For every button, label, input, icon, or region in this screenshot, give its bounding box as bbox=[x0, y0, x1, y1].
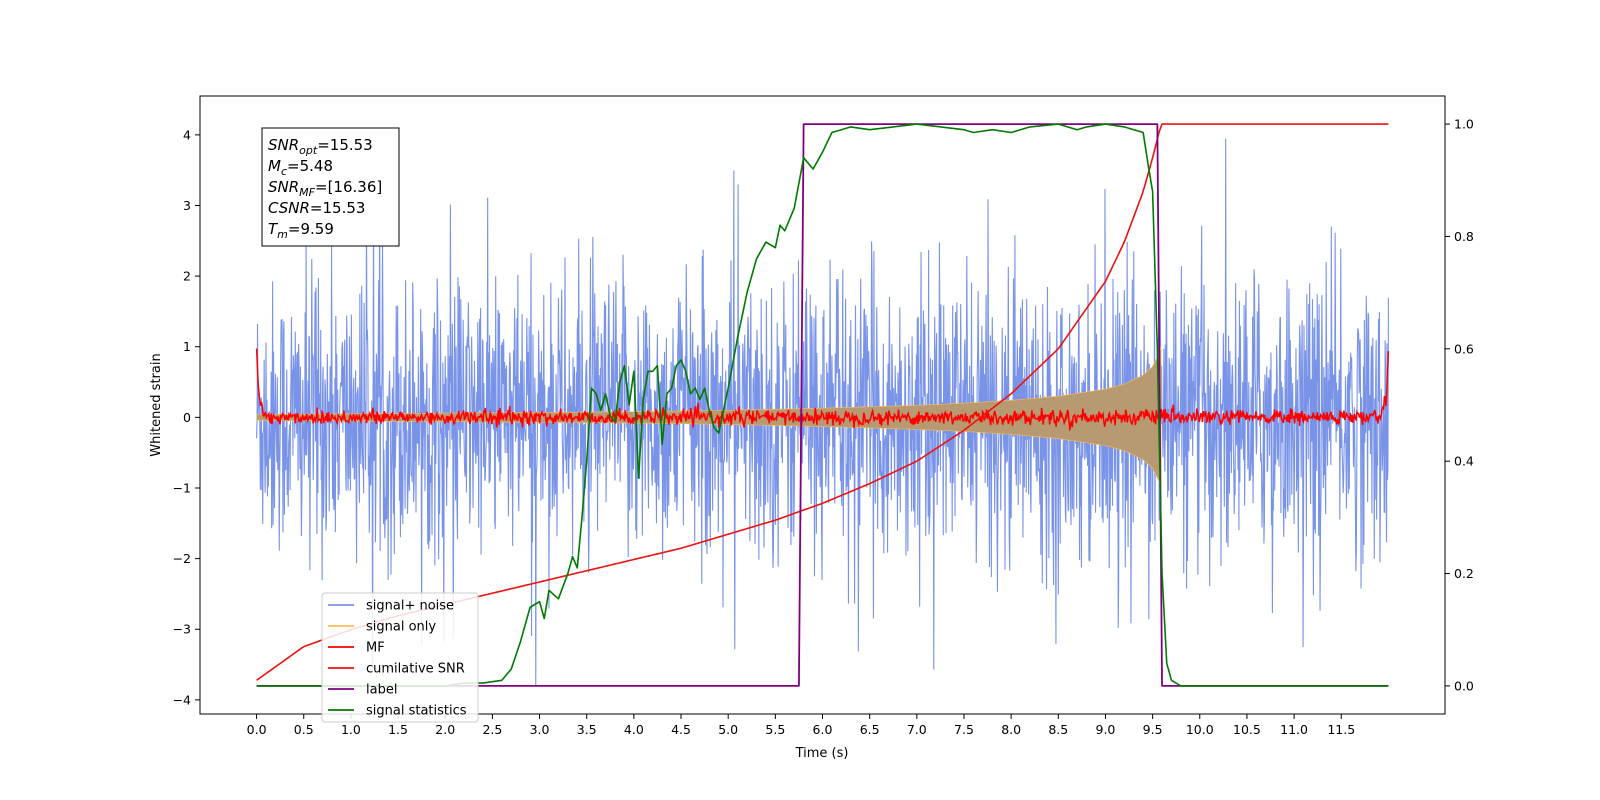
info-box-line: Tm=9.59 bbox=[268, 220, 334, 241]
info-box-line: SNRopt=15.53 bbox=[268, 136, 373, 157]
info-box-line: CSNR=15.53 bbox=[268, 199, 365, 217]
legend-label: label bbox=[366, 683, 397, 698]
legend-label: signal statistics bbox=[366, 704, 467, 719]
x-tick-label: 7.0 bbox=[907, 722, 927, 737]
info-box-line: SNRMF=[16.36] bbox=[268, 178, 382, 199]
legend-label: cumilative SNR bbox=[366, 662, 465, 677]
legend-frame bbox=[321, 592, 479, 723]
x-tick-label: 11.0 bbox=[1280, 722, 1308, 737]
x-tick-label: 0.5 bbox=[294, 722, 314, 737]
y-tick-label: −4 bbox=[173, 692, 191, 707]
x-tick-label: 6.0 bbox=[813, 722, 833, 737]
x-tick-label: 5.5 bbox=[765, 722, 785, 737]
y-right-tick-label: 0.8 bbox=[1454, 229, 1474, 244]
y-tick-label: 4 bbox=[183, 127, 191, 142]
series-signal-noise bbox=[256, 138, 1389, 686]
y-tick-label: −2 bbox=[173, 551, 191, 566]
y-tick-label: −3 bbox=[173, 622, 191, 637]
y-right-tick-label: 0.2 bbox=[1454, 566, 1474, 581]
y-tick-label: −1 bbox=[173, 480, 191, 495]
x-tick-label: 10.0 bbox=[1186, 722, 1214, 737]
info-box-frame bbox=[261, 127, 400, 247]
y-right-tick-label: 0.6 bbox=[1454, 341, 1474, 356]
legend-label: signal+ noise bbox=[366, 599, 454, 614]
x-tick-label: 4.0 bbox=[624, 722, 644, 737]
x-tick-label: 5.0 bbox=[718, 722, 738, 737]
x-axis-label: Time (s) bbox=[795, 746, 849, 761]
y-tick-label: 1 bbox=[183, 339, 191, 354]
x-tick-label: 1.0 bbox=[341, 722, 361, 737]
x-tick-label: 8.0 bbox=[1001, 722, 1021, 737]
y-right-tick-label: 0.0 bbox=[1454, 678, 1474, 693]
x-tick-label: 3.0 bbox=[530, 722, 550, 737]
series-mf bbox=[255, 348, 1390, 431]
series-signal-statistics bbox=[256, 123, 1389, 687]
x-tick-label: 3.5 bbox=[577, 722, 597, 737]
x-tick-label: 9.5 bbox=[1143, 722, 1163, 737]
x-tick-label: 11.5 bbox=[1327, 722, 1355, 737]
y-tick-label: 3 bbox=[183, 198, 191, 213]
x-tick-label: 2.5 bbox=[482, 722, 502, 737]
info-box: SNRopt=15.53Mc=5.48SNRMF=[16.36]CSNR=15.… bbox=[261, 127, 400, 247]
x-tick-label: 7.5 bbox=[954, 722, 974, 737]
x-tick-label: 10.5 bbox=[1233, 722, 1261, 737]
legend: signal+ noise signal only MF cumilative SNR… bbox=[321, 592, 479, 723]
y-axis-label: Whitened strain bbox=[149, 353, 164, 456]
x-tick-label: 6.5 bbox=[860, 722, 880, 737]
info-box-line: Mc=5.48 bbox=[268, 157, 333, 178]
x-tick-label: 0.0 bbox=[247, 722, 267, 737]
ticks: 0.0 0.5 1.0 1.5 2.0 2.5 3.0 3.5 4.0 4.5 5.0 5.5 6.0 6… bbox=[173, 117, 1474, 737]
x-tick-label: 4.5 bbox=[671, 722, 691, 737]
legend-label: signal only bbox=[366, 620, 436, 635]
plot-area bbox=[255, 123, 1390, 687]
x-tick-label: 8.5 bbox=[1048, 722, 1068, 737]
y-right-tick-label: 0.4 bbox=[1454, 454, 1474, 469]
y-tick-label: 0 bbox=[183, 410, 191, 425]
x-tick-label: 2.0 bbox=[435, 722, 455, 737]
y-right-tick-label: 1.0 bbox=[1454, 117, 1474, 132]
legend-label: MF bbox=[366, 641, 385, 656]
x-tick-label: 1.5 bbox=[388, 722, 408, 737]
x-tick-label: 9.0 bbox=[1096, 722, 1116, 737]
y-tick-label: 2 bbox=[183, 269, 191, 284]
